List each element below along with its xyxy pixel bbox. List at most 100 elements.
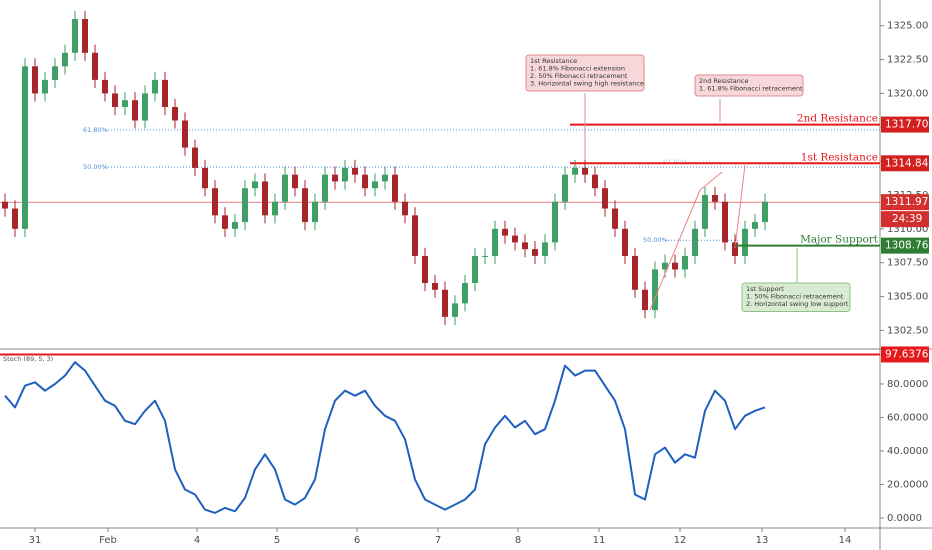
annotation-box [525,54,645,92]
candle-body [322,174,328,202]
y-tick-label: 1320.00 [887,88,928,99]
candle-body [412,215,418,256]
candle-body [522,242,528,250]
candle-body [92,52,98,80]
x-tick-label: 13 [756,535,769,546]
candle-body [692,228,698,256]
candle-body [82,18,88,53]
candle-body [352,167,358,175]
y-tick-label: 1307.50 [887,258,928,269]
level-price-label: 1317.70 [885,119,928,131]
x-tick-label: 14 [839,535,852,546]
annotation-text: 1. 61.8% Fibonacci extension [530,64,625,72]
candle-body [112,93,118,107]
candle-body [242,188,248,223]
x-tick-label: 4 [194,535,200,546]
candle-body [122,100,128,107]
candle-body [292,174,298,189]
candle-body [132,100,138,121]
candle-body [262,181,268,216]
annotation-text: 1st Resistance [530,57,577,65]
candle-body [602,188,608,209]
stoch-level-label: 97.6376 [885,348,929,360]
candle-body [632,255,638,290]
level-price-label-box [881,155,929,172]
candle-body [212,188,218,216]
candle-body [402,201,408,216]
candle-body [682,255,688,270]
candle-body [302,188,308,223]
candle-body [162,79,168,107]
annotation-box [694,74,804,97]
annotation-text: 3. Horizontal swing high resistance [530,79,644,87]
candle-body [222,215,228,229]
candle-body [382,174,388,182]
fib-label: 50.00% [83,163,108,171]
x-tick-label: 12 [674,535,687,546]
candle-body [312,201,318,223]
stoch-name: Stoch (89, 5, 3) [3,355,53,363]
level-price-label-box [881,116,929,133]
x-tick-label: 11 [593,535,606,546]
x-tick-label: Feb [99,535,117,546]
x-tick-label: 8 [515,535,521,546]
trend-arrow [649,189,701,311]
candle-body [642,289,648,311]
annotation-text: 1. 61.8% Fibonacci retracement [699,84,803,92]
candle-body [152,79,158,94]
candle-body [712,194,718,202]
annotation-box [741,282,851,312]
y-tick-label: 60.0000 [887,412,928,423]
fib-label: 50.00% [643,236,668,244]
x-tick-label: 7 [435,535,441,546]
y-tick-label: 1325.00 [887,21,928,32]
y-tick-label: 80.0000 [887,379,928,390]
candle-body [372,181,378,189]
candle-body [272,201,278,216]
x-tick-label: 6 [354,535,360,546]
candle-body [192,147,198,168]
candle-body [72,18,78,53]
candle-body [252,181,258,189]
level-price-label: 1314.84 [885,157,929,169]
candle-body [62,52,68,67]
level-name: 1st Resistance [801,151,878,163]
candle-body [592,174,598,189]
level-price-label: 1308.76 [885,240,929,252]
fib-label: 61.80% [83,126,108,134]
candle-body [582,167,588,175]
candle-body [652,269,658,311]
level-name: 2nd Resistance [797,113,878,125]
current-price-label: 1311.97 [885,196,928,208]
candle-body [342,167,348,182]
y-tick-label: 1302.50 [887,325,928,336]
candle-body [672,262,678,270]
candle-body [282,174,288,202]
candle-body [182,120,188,148]
y-tick-label: 0.0000 [887,513,922,524]
stoch-level-label-box [881,346,929,363]
candle-body [432,283,438,290]
candle-body [732,242,738,256]
level-name: Major Support [800,234,879,246]
candle-body [502,228,508,236]
candle-body [552,201,558,243]
annotation-text: 2nd Resistance [699,77,748,85]
countdown-box [881,211,929,228]
candle-body [562,174,568,202]
candle-body [662,262,668,270]
annotation-text: 2. 50% Fibonacci retracement [530,72,628,80]
candle-body [172,106,178,121]
candle-body [202,167,208,189]
candle-body [722,201,728,243]
candle-body [762,201,768,223]
y-tick-label: 1310.00 [887,224,928,235]
candle-body [752,222,758,229]
current-price-label-box [881,194,929,211]
level-price-label-box [881,237,929,254]
candle-body [142,93,148,121]
candle-body [622,228,628,256]
candle-body [442,289,448,317]
candle-body [232,222,238,229]
